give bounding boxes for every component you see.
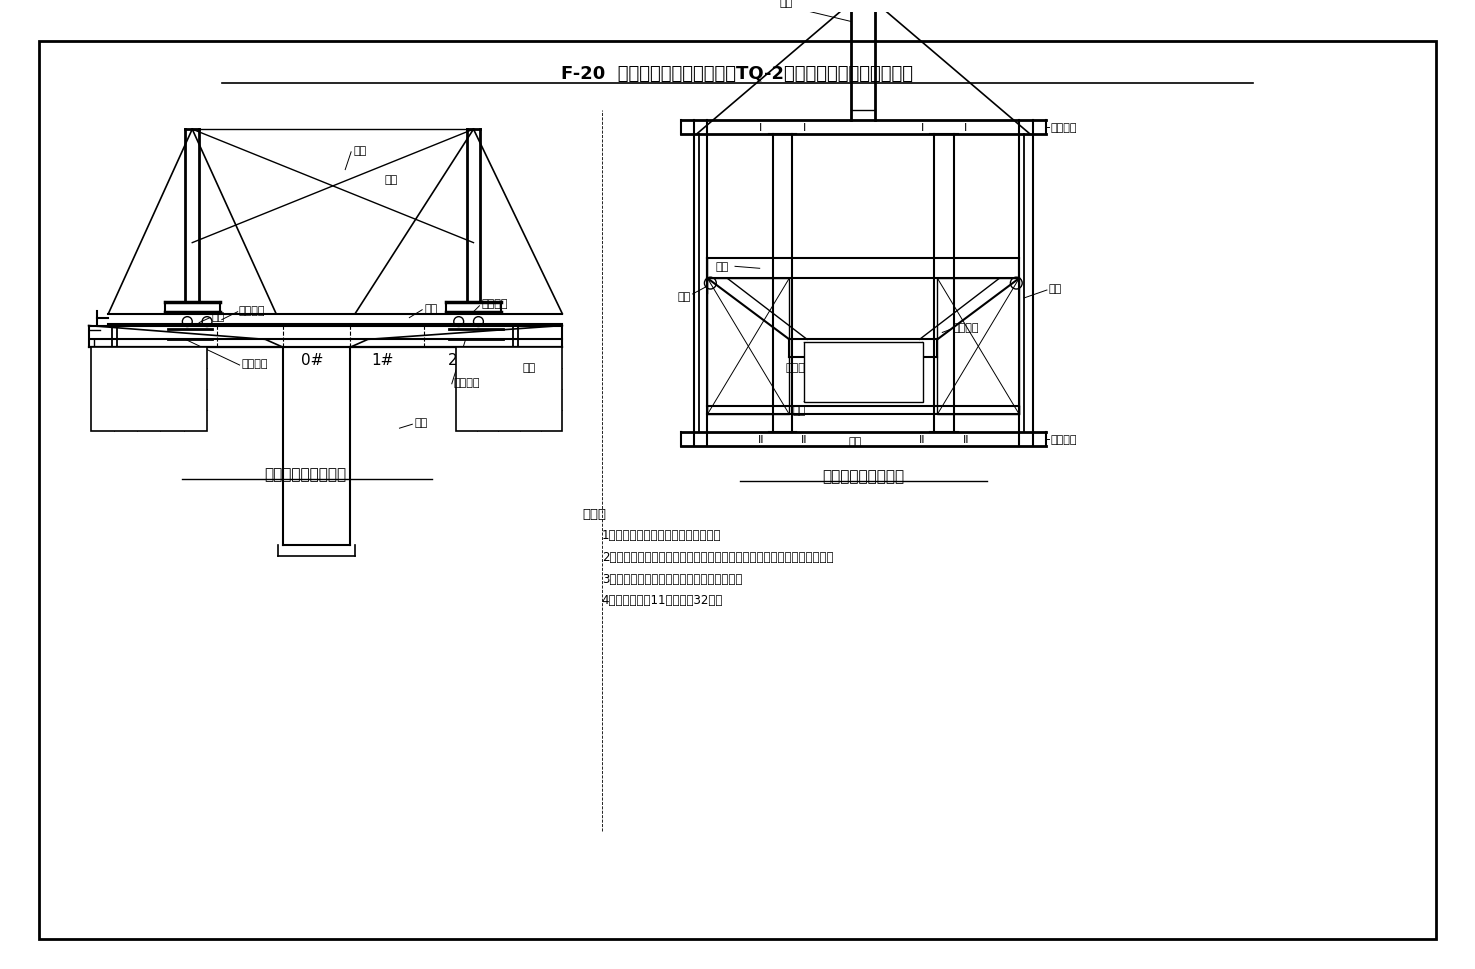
Text: I: I: [802, 123, 805, 133]
Text: 主梁: 主梁: [715, 262, 729, 272]
Bar: [804, 343, 922, 402]
Text: 后上横梁: 后上横梁: [239, 305, 266, 316]
Text: 主梁: 主梁: [425, 303, 438, 313]
Text: 前上横梁: 前上横梁: [481, 298, 507, 308]
Text: 后下横梁: 后下横梁: [242, 359, 268, 368]
Text: 4、整个挂篮长11米，总重32吨。: 4、整个挂篮长11米，总重32吨。: [602, 594, 723, 607]
Text: 2、梁体高度变化通过调整连接前上横梁与前下横梁的吊带长度变化实现。: 2、梁体高度变化通过调整连接前上横梁与前下横梁的吊带长度变化实现。: [602, 550, 833, 563]
Text: 1#: 1#: [171, 352, 193, 367]
Text: 滑轮: 滑轮: [212, 311, 226, 322]
Text: 前下横梁: 前下横梁: [1050, 434, 1077, 445]
Text: 前下横梁: 前下横梁: [454, 377, 481, 388]
Text: 纵梁: 纵梁: [848, 437, 861, 447]
Text: 0#: 0#: [301, 352, 324, 367]
Text: 滑梁: 滑梁: [792, 406, 805, 416]
Text: II: II: [919, 435, 926, 445]
Text: I: I: [965, 123, 968, 133]
Text: 立柱: 立柱: [779, 0, 792, 8]
Text: I: I: [920, 123, 925, 133]
Text: 2#: 2#: [447, 352, 471, 367]
Text: 1、挂篮滑移时，通过滑梁整体移动。: 1、挂篮滑移时，通过滑梁整体移动。: [602, 529, 721, 542]
Text: II: II: [801, 435, 807, 445]
Text: II: II: [963, 435, 969, 445]
Text: 前上横梁: 前上横梁: [1050, 123, 1077, 133]
Text: 外模支架: 外模支架: [953, 324, 978, 333]
Text: F-20  通启高速公路南通至海门TQ-2合同段悬臂挂篮施工示意图: F-20 通启高速公路南通至海门TQ-2合同段悬臂挂篮施工示意图: [560, 65, 913, 82]
Text: 吊带: 吊带: [522, 362, 535, 373]
Text: 1#: 1#: [372, 352, 394, 367]
Text: 挂篮施工侧面示意图: 挂篮施工侧面示意图: [264, 467, 347, 482]
Text: II: II: [758, 435, 764, 445]
Text: 3、外侧模支架两边各四块，内模支架七块。: 3、外侧模支架两边各四块，内模支架七块。: [602, 572, 742, 585]
Text: 挂篮施工正面示意图: 挂篮施工正面示意图: [822, 469, 904, 484]
Bar: [90, 348, 206, 432]
Text: 滑轮: 滑轮: [677, 292, 690, 301]
Text: 拉杆: 拉杆: [385, 175, 398, 185]
Text: 立柱: 立柱: [353, 145, 366, 156]
Text: 2#: 2#: [105, 352, 127, 367]
Text: I: I: [760, 123, 763, 133]
Text: 纵梁: 纵梁: [414, 418, 428, 427]
Text: 说明：: 说明：: [583, 507, 606, 520]
Text: 吊带: 吊带: [1049, 284, 1062, 294]
Bar: [456, 348, 562, 432]
Text: 内模支架: 内模支架: [786, 362, 813, 373]
